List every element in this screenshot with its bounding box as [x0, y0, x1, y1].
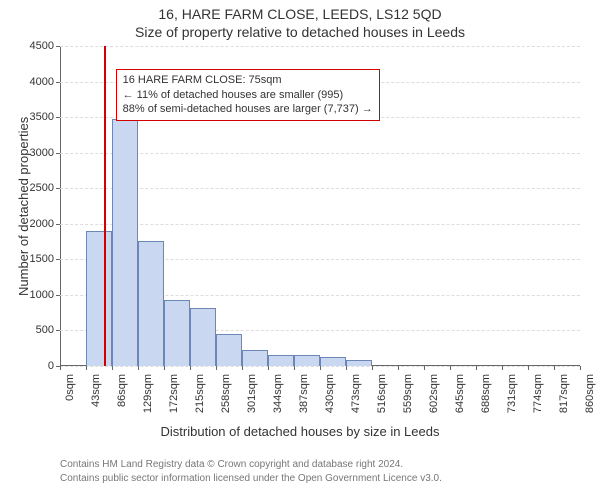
xtick-label: 0sqm	[64, 374, 76, 401]
xtick-label: 860sqm	[584, 374, 596, 413]
xtick-label: 172sqm	[168, 374, 180, 413]
histogram-bar	[320, 357, 346, 366]
xtick-label: 731sqm	[506, 374, 518, 413]
xtick-mark	[268, 366, 269, 370]
ytick-label: 4500	[30, 40, 54, 52]
xtick-mark	[112, 366, 113, 370]
xtick-mark	[580, 366, 581, 370]
annotation-line: 88% of semi-detached houses are larger (…	[123, 102, 373, 117]
xtick-mark	[138, 366, 139, 370]
annotation-line: ← 11% of detached houses are smaller (99…	[123, 88, 373, 103]
xtick-mark	[242, 366, 243, 370]
histogram-bar	[216, 334, 242, 366]
ytick-label: 0	[48, 360, 54, 372]
xtick-label: 559sqm	[402, 374, 414, 413]
xtick-label: 301sqm	[246, 374, 258, 413]
ytick-mark	[56, 330, 60, 331]
xtick-mark	[190, 366, 191, 370]
xtick-mark	[424, 366, 425, 370]
attribution-line2: Contains public sector information licen…	[60, 472, 442, 485]
histogram-bar	[164, 300, 190, 366]
ytick-label: 2000	[30, 218, 54, 230]
histogram-bar	[112, 119, 138, 366]
gridline	[60, 188, 580, 189]
ytick-label: 500	[36, 324, 54, 336]
xtick-label: 430sqm	[324, 374, 336, 413]
ytick-mark	[56, 46, 60, 47]
gridline	[60, 46, 580, 47]
gridline	[60, 224, 580, 225]
xtick-label: 215sqm	[194, 374, 206, 413]
xtick-label: 645sqm	[454, 374, 466, 413]
histogram-bar	[268, 355, 294, 366]
y-axis-label: Number of detached properties	[16, 117, 31, 296]
ytick-label: 2500	[30, 182, 54, 194]
x-axis-label: Distribution of detached houses by size …	[0, 424, 600, 439]
ytick-mark	[56, 224, 60, 225]
xtick-label: 688sqm	[480, 374, 492, 413]
xtick-mark	[398, 366, 399, 370]
xtick-label: 43sqm	[90, 374, 102, 407]
ytick-label: 3000	[30, 147, 54, 159]
ytick-mark	[56, 117, 60, 118]
ytick-label: 1000	[30, 289, 54, 301]
xtick-mark	[60, 366, 61, 370]
xtick-label: 473sqm	[350, 374, 362, 413]
ytick-label: 4000	[30, 76, 54, 88]
ytick-mark	[56, 153, 60, 154]
histogram-bar	[190, 308, 216, 366]
xtick-mark	[164, 366, 165, 370]
xtick-label: 344sqm	[272, 374, 284, 413]
xtick-label: 129sqm	[142, 374, 154, 413]
annotation-box: 16 HARE FARM CLOSE: 75sqm← 11% of detach…	[116, 69, 380, 122]
xtick-mark	[346, 366, 347, 370]
plot-area: 0500100015002000250030003500400045000sqm…	[60, 46, 580, 366]
ytick-mark	[56, 259, 60, 260]
xtick-mark	[320, 366, 321, 370]
ytick-label: 1500	[30, 253, 54, 265]
y-axis-line	[60, 46, 61, 366]
attribution-line1: Contains HM Land Registry data © Crown c…	[60, 458, 403, 471]
xtick-mark	[476, 366, 477, 370]
gridline	[60, 153, 580, 154]
xtick-mark	[372, 366, 373, 370]
chart-container: 16, HARE FARM CLOSE, LEEDS, LS12 5QD Siz…	[0, 0, 600, 500]
xtick-label: 516sqm	[376, 374, 388, 413]
xtick-mark	[294, 366, 295, 370]
xtick-mark	[86, 366, 87, 370]
xtick-mark	[450, 366, 451, 370]
annotation-line: 16 HARE FARM CLOSE: 75sqm	[123, 73, 373, 88]
histogram-bar	[86, 231, 112, 366]
xtick-label: 387sqm	[298, 374, 310, 413]
xtick-label: 774sqm	[532, 374, 544, 413]
histogram-bar	[242, 350, 268, 366]
ytick-label: 3500	[30, 111, 54, 123]
ytick-mark	[56, 188, 60, 189]
xtick-label: 817sqm	[558, 374, 570, 413]
ytick-mark	[56, 295, 60, 296]
histogram-bar	[138, 241, 164, 366]
chart-title-line2: Size of property relative to detached ho…	[0, 24, 600, 40]
xtick-mark	[502, 366, 503, 370]
histogram-bar	[294, 355, 320, 366]
xtick-mark	[554, 366, 555, 370]
xtick-mark	[216, 366, 217, 370]
xtick-label: 602sqm	[428, 374, 440, 413]
xtick-mark	[528, 366, 529, 370]
subject-marker-line	[104, 46, 106, 366]
chart-title-line1: 16, HARE FARM CLOSE, LEEDS, LS12 5QD	[0, 6, 600, 22]
xtick-label: 258sqm	[220, 374, 232, 413]
histogram-bar	[346, 360, 372, 366]
ytick-mark	[56, 82, 60, 83]
xtick-label: 86sqm	[116, 374, 128, 407]
